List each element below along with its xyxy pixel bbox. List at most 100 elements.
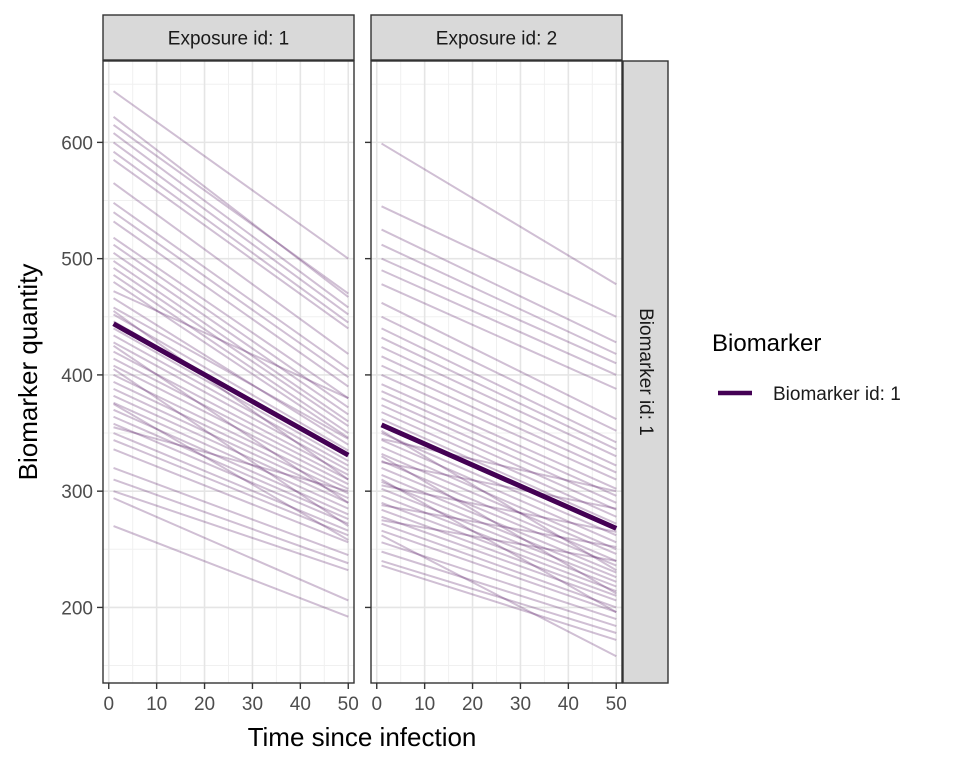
individual-trajectory-line	[381, 515, 617, 602]
legend-title: Biomarker	[712, 330, 821, 357]
individual-trajectory-line	[112, 150, 349, 324]
individual-trajectory-line	[381, 269, 617, 376]
individual-trajectory-line	[113, 350, 349, 476]
x-tick-label: 40	[558, 694, 579, 715]
legend-entry-label: Biomarker id: 1	[773, 384, 901, 405]
x-tick-label: 40	[290, 694, 311, 715]
individual-trajectory-line	[381, 559, 617, 634]
x-tick-label: 0	[371, 694, 382, 715]
x-tick-label: 50	[606, 694, 627, 715]
y-tick-label: 300	[61, 482, 93, 503]
individual-trajectory-line	[381, 205, 617, 318]
mean-trajectory-line	[112, 321, 350, 458]
individual-trajectory-line	[381, 446, 617, 551]
individual-trajectory-line	[112, 236, 349, 399]
individual-trajectory-line	[113, 490, 349, 572]
panel-border	[370, 60, 623, 684]
individual-trajectory-line	[113, 357, 349, 481]
x-tick-label: 30	[242, 694, 263, 715]
individual-trajectory-line	[113, 374, 349, 490]
individual-trajectory-line	[381, 346, 617, 458]
individual-trajectory-line	[381, 411, 617, 518]
individual-trajectory-line	[381, 501, 617, 593]
individual-trajectory-line	[381, 550, 617, 627]
individual-trajectory-line	[112, 260, 349, 423]
strip-right-label: Biomarker id: 1	[635, 308, 656, 436]
individual-trajectory-line	[381, 283, 617, 390]
individual-trajectory-line	[112, 116, 349, 298]
individual-trajectory-line	[113, 432, 349, 532]
individual-trajectory-line	[113, 334, 349, 467]
individual-trajectory-line	[381, 315, 617, 432]
individual-trajectory-line	[381, 541, 617, 621]
individual-trajectory-line	[381, 522, 617, 609]
individual-trajectory-line	[113, 478, 349, 565]
individual-trajectory-line	[381, 373, 617, 481]
panel-border	[102, 60, 355, 684]
legend: Biomarker Biomarker id: 1	[712, 330, 901, 405]
individual-trajectory-line	[381, 478, 617, 613]
strip-top-label: Exposure id: 1	[168, 29, 289, 50]
individual-trajectory-line	[381, 504, 617, 548]
individual-trajectory-line	[381, 439, 617, 544]
individual-trajectory-line	[113, 408, 349, 516]
strip-top-background	[370, 14, 623, 61]
individual-trajectory-line	[112, 211, 349, 379]
panel-1: Exposure id: 1 0 10 20 30 40 50 200 300 400 500 600	[61, 14, 359, 715]
individual-trajectory-line	[113, 448, 349, 544]
individual-trajectory-line	[112, 132, 349, 309]
strip-top-label: Exposure id: 2	[436, 29, 557, 50]
individual-trajectory-line	[112, 274, 349, 434]
individual-trajectory-line	[113, 403, 349, 541]
individual-trajectory-line	[113, 401, 349, 510]
individual-trajectory-line	[381, 327, 617, 444]
individual-trajectory-line	[113, 497, 349, 602]
individual-trajectory-line	[381, 432, 617, 537]
x-tick-label: 10	[146, 694, 167, 715]
individual-trajectory-line	[112, 310, 349, 481]
panels-layer: Exposure id: 10 10 20 30 40 50200300400500600…	[61, 14, 627, 715]
individual-trajectory-line	[381, 473, 617, 574]
individual-trajectory-line	[113, 415, 349, 520]
individual-trajectory-line	[381, 390, 617, 497]
x-tick-label: 0	[103, 694, 114, 715]
individual-trajectory-line	[381, 519, 617, 562]
individual-trajectory-line	[112, 159, 349, 330]
individual-trajectory-line	[113, 290, 349, 400]
mean-trajectory-line	[380, 422, 618, 531]
individual-trajectory-line	[381, 534, 617, 658]
individual-trajectory-line	[381, 453, 617, 555]
individual-trajectory-line	[113, 327, 349, 462]
individual-trajectory-line	[113, 387, 349, 500]
individual-trajectory-line	[381, 494, 617, 588]
individual-trajectory-line	[112, 243, 349, 409]
x-tick-label: 20	[462, 694, 483, 715]
individual-trajectory-line	[112, 141, 349, 316]
individual-trajectory-line	[113, 426, 349, 493]
individual-trajectory-line	[113, 466, 349, 557]
individual-trajectory-line	[112, 124, 349, 295]
individual-trajectory-line	[381, 142, 617, 286]
individual-trajectory-line	[381, 243, 617, 355]
individual-trajectory-line	[112, 252, 349, 416]
individual-trajectory-line	[113, 297, 349, 446]
individual-trajectory-line	[381, 487, 617, 583]
individual-trajectory-line	[113, 394, 349, 504]
individual-trajectory-line	[113, 306, 349, 440]
individual-trajectory-line	[381, 383, 617, 490]
individual-trajectory-line	[112, 202, 349, 370]
individual-trajectory-line	[113, 364, 349, 486]
x-tick-label: 10	[414, 694, 435, 715]
individual-trajectory-line	[381, 437, 617, 493]
individual-trajectory-line	[381, 397, 617, 504]
individual-trajectory-line	[381, 508, 617, 597]
individual-trajectory-line	[113, 380, 349, 495]
strip-right-background	[622, 60, 669, 684]
y-tick-label: 600	[61, 133, 93, 154]
individual-trajectory-line	[381, 364, 617, 474]
individual-trajectory-line	[113, 313, 349, 452]
individual-trajectory-line	[381, 461, 617, 510]
individual-trajectory-line	[381, 564, 617, 641]
